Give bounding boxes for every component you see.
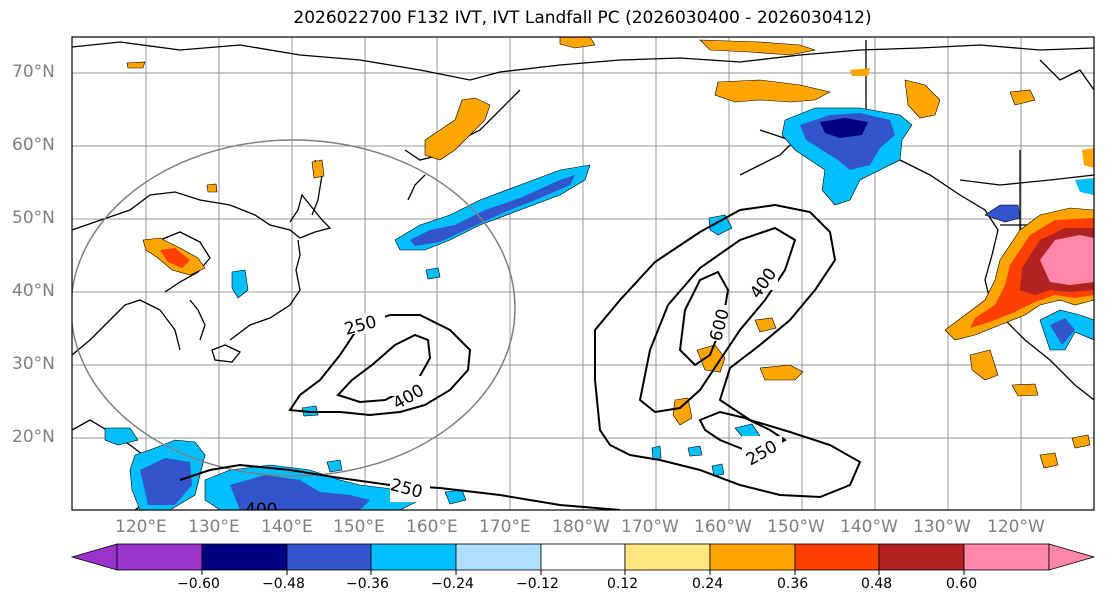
lat-label: 50°N xyxy=(12,208,55,228)
colorbar-bin xyxy=(201,543,288,571)
lon-label: 150°E xyxy=(333,517,385,537)
colorbar-bin xyxy=(116,543,203,571)
lon-label: 120°W xyxy=(987,517,1045,537)
colorbar-tick-label: −0.60 xyxy=(177,576,220,592)
colorbar-tick-label: 0.36 xyxy=(777,576,809,592)
lon-label: 140°W xyxy=(840,517,898,537)
lat-label: 60°N xyxy=(12,135,55,155)
colorbar-tick-label: 0.48 xyxy=(861,576,893,592)
colorbar-bin xyxy=(370,543,457,571)
colorbar-bin xyxy=(878,543,965,571)
contour-south-250 xyxy=(179,463,621,510)
lon-label: 140°E xyxy=(261,517,313,537)
colorbar-tick-label: 0.12 xyxy=(607,576,639,592)
contour-west-400 xyxy=(336,333,432,404)
graticule xyxy=(72,37,1094,510)
colorbar-tick-label: 0.24 xyxy=(692,576,724,592)
landfall-circle xyxy=(72,139,516,477)
lon-label: 180°W xyxy=(552,517,610,537)
contour-east-400 xyxy=(638,226,797,414)
colorbar-tick-label: −0.48 xyxy=(262,576,305,592)
map-frame xyxy=(71,36,1095,511)
colorbar-extend-low xyxy=(70,543,118,571)
colorbar-bin xyxy=(794,543,880,571)
ivt-contours xyxy=(179,203,862,510)
colorbar-bin xyxy=(455,543,542,571)
colorbar-bin xyxy=(624,543,711,571)
colorbar-extend-high xyxy=(1048,543,1096,571)
lon-label: 130°E xyxy=(188,517,240,537)
contour-east-600 xyxy=(678,270,730,367)
colorbar-tick-label: 0.60 xyxy=(946,576,978,592)
negative-pc-regions xyxy=(104,107,1094,510)
lat-label: 40°N xyxy=(12,281,55,301)
lon-label: 160°E xyxy=(406,517,458,537)
lon-label: 170°E xyxy=(479,517,531,537)
colorbar-bin xyxy=(540,543,626,571)
colorbar-tick-label: −0.12 xyxy=(516,576,559,592)
lon-label: 150°W xyxy=(767,517,825,537)
map-title: 2026022700 F132 IVT, IVT Landfall PC (20… xyxy=(293,8,872,28)
lat-label: 70°N xyxy=(12,62,55,82)
colorbar-tick-label: −0.36 xyxy=(346,576,389,592)
lon-label: 130°W xyxy=(913,517,971,537)
lon-label: 170°W xyxy=(621,517,679,537)
contour-west-250 xyxy=(288,314,472,417)
lon-label: 160°W xyxy=(694,517,752,537)
colorbar-bin xyxy=(709,543,796,571)
lat-label: 30°N xyxy=(12,354,55,374)
contour-label-south-400: 400 xyxy=(245,500,277,520)
lat-label: 20°N xyxy=(12,427,55,447)
colorbar-tick-label: −0.24 xyxy=(431,576,474,592)
contour-labels: 250 400 400 600 250 250 400 xyxy=(245,262,782,520)
contour-east-250 xyxy=(594,203,862,499)
colorbar-bin xyxy=(286,543,372,571)
colorbar xyxy=(70,543,1096,575)
colorbar-bin xyxy=(963,543,1050,571)
positive-pc-regions xyxy=(126,37,1094,469)
lon-label: 120°E xyxy=(115,517,167,537)
